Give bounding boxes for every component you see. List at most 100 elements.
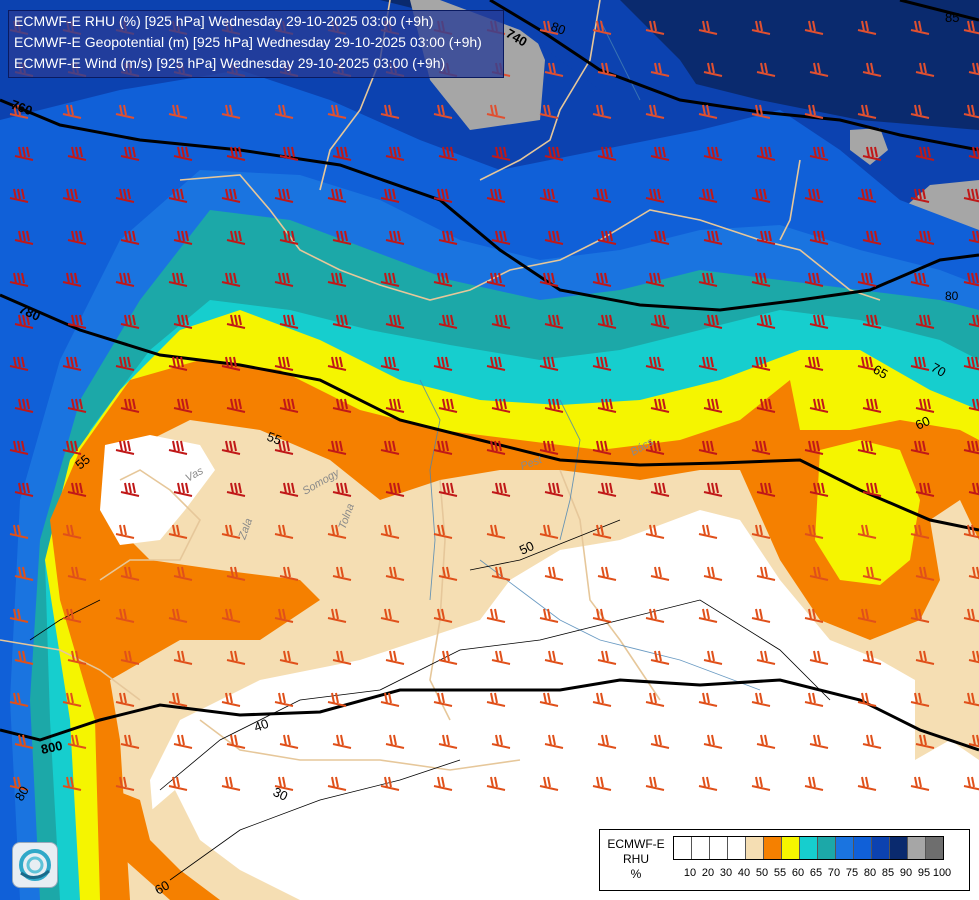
wind-barb	[62, 608, 82, 623]
wind-barb	[968, 230, 979, 244]
wind-barb	[756, 398, 776, 413]
wind-barb	[327, 524, 347, 539]
wind-barb	[751, 356, 771, 371]
label-50: 50	[517, 538, 536, 558]
wind-barb	[486, 776, 506, 791]
wind-barb	[645, 524, 665, 539]
wind-barb	[115, 440, 135, 455]
wind-barb	[592, 524, 612, 539]
wind-barb	[14, 734, 34, 749]
wind-barb	[332, 314, 352, 329]
wind-barb	[698, 356, 718, 371]
wind-barb	[544, 566, 564, 581]
wind-barb	[274, 608, 294, 623]
wind-barb	[539, 104, 559, 119]
wind-barb	[857, 188, 877, 203]
wind-barb	[597, 62, 617, 77]
wind-barb	[380, 272, 400, 287]
wind-barb	[14, 566, 34, 581]
legend-title-line3: %	[630, 867, 642, 881]
rhu-legend: ECMWF-E RHU % 10 20 30 40 50 55 60 65 70 75 80 85 90…	[599, 829, 970, 891]
label-85: 85	[945, 10, 959, 25]
wind-barb	[168, 104, 188, 119]
wind-barb	[539, 356, 559, 371]
wind-barb	[14, 650, 34, 665]
wind-barb	[279, 314, 299, 329]
legend-tick-label: 85	[881, 867, 895, 879]
wind-barb	[67, 566, 87, 581]
wind-barb	[226, 650, 246, 665]
wind-barb	[173, 482, 193, 497]
wind-barb	[703, 146, 723, 161]
wind-barb	[751, 20, 771, 35]
wind-barb	[120, 398, 140, 413]
rhu-contours	[29, 519, 831, 881]
wind-barb	[756, 146, 776, 161]
wind-barb	[650, 230, 670, 245]
legend-swatch	[764, 837, 782, 859]
wind-barb	[115, 692, 135, 707]
wind-barb	[751, 608, 771, 623]
wind-barb	[597, 482, 617, 497]
wind-barb	[963, 20, 979, 35]
wind-barb	[173, 146, 193, 161]
legend-tick-label: 60	[791, 867, 805, 879]
wind-barb	[168, 608, 188, 623]
wind-barb	[756, 314, 776, 329]
wind-barb	[756, 482, 776, 497]
wind-barb	[9, 272, 29, 287]
wind-barb	[168, 272, 188, 287]
label-80-ne: 80	[945, 289, 959, 303]
label-800: 800	[40, 738, 64, 757]
wind-barb	[862, 230, 882, 245]
wind-barb	[385, 482, 405, 497]
wind-barb	[115, 188, 135, 203]
wind-barb	[539, 692, 559, 707]
legend-swatch	[854, 837, 872, 859]
legend-swatch	[674, 837, 692, 859]
wind-barb	[486, 692, 506, 707]
label-30: 30	[271, 784, 290, 804]
wind-barb	[645, 356, 665, 371]
wind-barb	[168, 356, 188, 371]
geopotential-760	[0, 98, 979, 312]
wind-barb	[486, 104, 506, 119]
wind-barb	[703, 734, 723, 749]
wind-barb	[274, 272, 294, 287]
wind-barb	[491, 314, 511, 329]
wind-barb	[650, 482, 670, 497]
wind-barb	[332, 566, 352, 581]
wind-barb	[544, 482, 564, 497]
wind-barb	[968, 482, 979, 496]
label-60: 60	[913, 413, 932, 433]
wind-barb	[438, 146, 458, 161]
wind-barb	[857, 692, 877, 707]
wind-barb	[14, 482, 34, 497]
wind-barb	[809, 398, 829, 413]
wind-barb	[120, 566, 140, 581]
wind-barb	[645, 272, 665, 287]
wind-barb	[650, 146, 670, 161]
wind-barb	[168, 440, 188, 455]
legend-swatches	[673, 836, 944, 860]
legend-title: ECMWF-E RHU %	[603, 837, 669, 882]
wind-barb	[438, 650, 458, 665]
wind-barb	[915, 650, 935, 665]
wind-barb	[544, 314, 564, 329]
wind-barb	[968, 398, 979, 412]
wind-barb	[645, 776, 665, 791]
wind-barb	[327, 692, 347, 707]
wind-barb	[910, 692, 930, 707]
wind-barb	[698, 440, 718, 455]
geopotential-contours	[0, 0, 979, 752]
wind-barb	[544, 230, 564, 245]
wind-barb	[597, 398, 617, 413]
legend-tick-label: 80	[863, 867, 877, 879]
legend-tick-label: 40	[737, 867, 751, 879]
wind-barb	[486, 356, 506, 371]
wind-barb	[226, 734, 246, 749]
wind-barb	[279, 398, 299, 413]
logo-icon	[12, 842, 58, 888]
wind-barb	[703, 230, 723, 245]
